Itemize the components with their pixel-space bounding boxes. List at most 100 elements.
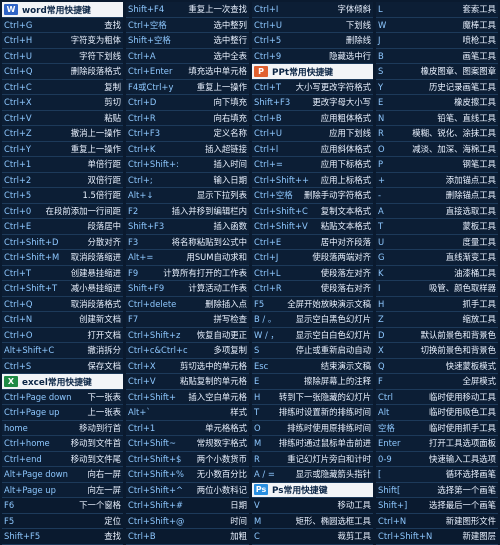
shortcut-row: D 默认前景色和背景色 bbox=[376, 328, 498, 343]
shortcut-key: [ bbox=[378, 469, 382, 480]
shortcut-row: Shift+F4 重复上一次查找 bbox=[126, 2, 249, 18]
shortcut-key: F5 bbox=[4, 515, 15, 526]
shortcut-row: Ctrl+Shift~ 常规数字格式 bbox=[126, 436, 249, 452]
shortcut-key: Ctrl+5 bbox=[4, 190, 32, 201]
shortcut-description: 居中对齐段落 bbox=[320, 236, 371, 247]
shortcut-key: Ctrl+A bbox=[128, 50, 156, 61]
shortcut-description: 无小数百分比 bbox=[196, 469, 247, 480]
shortcut-key: Shift+] bbox=[378, 500, 408, 511]
app-logo-icon: W bbox=[4, 3, 18, 15]
shortcut-description: 在段前添加一行间距 bbox=[45, 205, 121, 216]
shortcut-description: 添加锚点工具 bbox=[445, 174, 496, 185]
shortcut-description: 直线渐变工具 bbox=[445, 252, 496, 263]
shortcut-row: Ctrl+Shift+C 复制文本格式 bbox=[252, 204, 373, 219]
shortcut-key: Ctrl+Shift+T bbox=[4, 283, 58, 294]
shortcut-description: 使段落两端对齐 bbox=[312, 252, 371, 263]
shortcut-key: O bbox=[378, 143, 385, 154]
shortcut-key: E bbox=[254, 376, 260, 387]
shortcut-key: Ctrl+Q bbox=[4, 66, 33, 77]
shortcut-description: 字符下划线 bbox=[79, 50, 121, 61]
shortcut-row: Ctrl+delete 删除插入点 bbox=[126, 297, 249, 312]
shortcut-row: Ctrl+O 打开文档 bbox=[2, 328, 123, 343]
shortcut-key: Ctrl+J bbox=[254, 252, 279, 263]
shortcut-row: W 魔棒工具 bbox=[376, 18, 498, 33]
shortcut-description: 输入日期 bbox=[213, 174, 248, 185]
shortcut-row: Ctrl+N 新建图形文件 bbox=[376, 514, 498, 529]
shortcut-key: J bbox=[378, 35, 381, 46]
shortcut-description: 临时使用抓手工具 bbox=[429, 422, 496, 433]
shortcut-row: Z 缩放工具 bbox=[376, 312, 498, 328]
shortcut-description: 橡皮图章、图案图章 bbox=[420, 66, 496, 77]
shortcut-description: 插入空白单元格 bbox=[188, 391, 247, 402]
shortcut-row: Esc 结束演示文稿 bbox=[252, 359, 373, 374]
shortcut-description: 撤消上一操作 bbox=[70, 128, 121, 139]
shortcut-description: 删除锚点工具 bbox=[445, 190, 496, 201]
shortcut-row: Ctrl+L 使段落左对齐 bbox=[252, 266, 373, 281]
shortcut-description: 单元格格式 bbox=[205, 422, 247, 433]
app-logo-icon: X bbox=[4, 375, 18, 387]
shortcut-description: 1.5倍行距 bbox=[82, 190, 121, 201]
shortcut-row: Ctrl+S 保存文档 bbox=[2, 359, 123, 374]
shortcut-description: 向左一屏 bbox=[87, 484, 122, 495]
shortcut-key: Ctrl+V bbox=[128, 376, 156, 387]
shortcut-description: 粘贴 bbox=[104, 112, 121, 123]
shortcut-row: Y 历史记录画笔工具 bbox=[376, 80, 498, 95]
shortcut-key: A / = bbox=[254, 469, 275, 480]
shortcut-row: Ctrl+A 选中全表 bbox=[126, 49, 249, 64]
shortcut-description: 删除插入点 bbox=[205, 298, 247, 309]
shortcut-key: O bbox=[254, 422, 261, 433]
shortcut-row: Alt+↓ 显示下拉列表 bbox=[126, 188, 249, 204]
shortcut-description: 将名称粘贴到公式中 bbox=[171, 236, 247, 247]
shortcut-description: 上一张表 bbox=[87, 407, 122, 418]
shortcut-description: 向右填充 bbox=[213, 112, 248, 123]
shortcut-row: Ctrl+Shift+M 取消段落缩进 bbox=[2, 250, 123, 266]
shortcut-description: 应用斜体格式 bbox=[320, 143, 371, 154]
shortcut-row: Ctrl+Shift++ 应用上标格式 bbox=[252, 173, 373, 188]
shortcut-description: 快速输入工具选项 bbox=[429, 453, 496, 464]
shortcut-description: 样式 bbox=[230, 407, 247, 418]
shortcut-row: home 移动到行首 bbox=[2, 421, 123, 436]
shortcut-key: Ctrl+5 bbox=[254, 35, 282, 46]
shortcut-description: 显示下拉列表 bbox=[196, 190, 247, 201]
shortcut-key: Alt+Page down bbox=[4, 469, 68, 480]
shortcut-row: Ctrl+U 字符下划线 bbox=[2, 49, 123, 64]
shortcut-description: 复制 bbox=[104, 81, 121, 92]
shortcut-row: O 排练时使用原排练时间 bbox=[252, 421, 373, 436]
shortcut-row: B 画笔工具 bbox=[376, 49, 498, 64]
shortcut-row: Q 快速蒙板模式 bbox=[376, 359, 498, 374]
shortcut-description: 选中整列 bbox=[213, 19, 248, 30]
shortcut-key: Ctrl+L bbox=[254, 267, 281, 278]
shortcut-row: E 擦除屏幕上的注释 bbox=[252, 374, 373, 390]
shortcut-description: 撤消拆分 bbox=[87, 345, 122, 356]
shortcut-row: - 删除锚点工具 bbox=[376, 188, 498, 204]
shortcut-row: Ctrl+Page down 下一张表 bbox=[2, 390, 123, 405]
shortcut-description: 更改字母大小写 bbox=[312, 97, 371, 108]
shortcut-key: Ctrl+S bbox=[4, 360, 32, 371]
shortcut-row: F5 定位 bbox=[2, 514, 123, 529]
shortcut-key: Alt+↓ bbox=[128, 190, 154, 201]
shortcut-column: Shift+F4 重复上一次查找 Ctrl+空格 选中整列 Shift+空格 选中整行 Ct… bbox=[126, 2, 249, 545]
shortcut-key: Ctrl+Shift+D bbox=[4, 236, 59, 247]
shortcut-key: I bbox=[378, 283, 381, 294]
shortcut-key: Ctrl+Shift+$ bbox=[128, 453, 182, 464]
shortcut-row: Shift+空格 选中整行 bbox=[126, 33, 249, 49]
shortcut-key: Ctrl+Shift+^ bbox=[128, 484, 183, 495]
shortcut-description: 定义名称 bbox=[213, 128, 248, 139]
shortcut-key: A bbox=[378, 205, 384, 216]
shortcut-key: home bbox=[4, 422, 28, 433]
shortcut-key: Ctrl+空格 bbox=[254, 190, 293, 201]
shortcut-key: Shift+F3 bbox=[128, 221, 165, 232]
shortcut-row: B / 。 显示空白黑色幻灯片 bbox=[252, 312, 373, 328]
shortcut-row: T 排练时设置新的排练时间 bbox=[252, 405, 373, 421]
shortcut-key: F4或Ctrl+y bbox=[128, 81, 174, 92]
shortcut-key: Alt bbox=[378, 407, 390, 418]
shortcut-key: Ctrl+E bbox=[254, 236, 282, 247]
shortcut-description: 剪切选中的单元格 bbox=[180, 360, 247, 371]
shortcut-description: 铅笔、直线工具 bbox=[437, 112, 496, 123]
shortcut-description: 新建图层 bbox=[462, 531, 497, 542]
shortcut-row: Ctrl+Shift+D 分散对齐 bbox=[2, 235, 123, 250]
shortcut-row: Ctrl+K 插入超链接 bbox=[126, 142, 249, 157]
shortcut-description: 日期 bbox=[230, 500, 247, 511]
shortcut-key: M bbox=[254, 438, 262, 449]
shortcut-key: R bbox=[378, 128, 384, 139]
